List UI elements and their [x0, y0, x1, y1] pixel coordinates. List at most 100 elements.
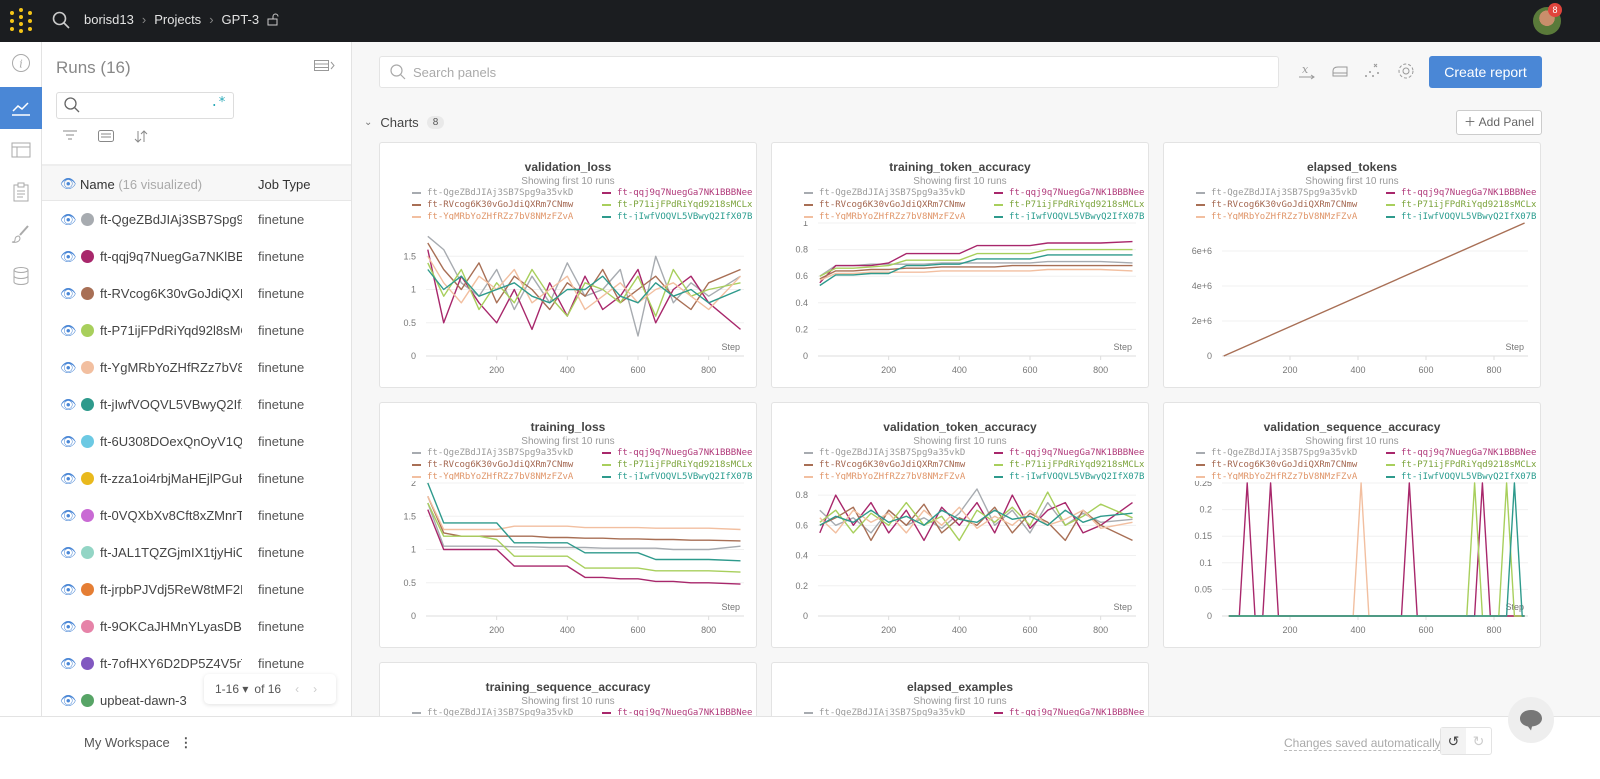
- prev-page-button[interactable]: ‹: [295, 682, 300, 696]
- panel-search-input[interactable]: Search panels: [379, 56, 1279, 88]
- search-icon[interactable]: [52, 11, 70, 29]
- chart-plot[interactable]: 0 0.5 1 1.5 2 200 400 600 800 Step: [380, 481, 756, 641]
- table-icon[interactable]: [0, 129, 42, 171]
- run-row[interactable]: 👁 ft-P71ijFPdRiYqd92l8sMCLxdn finetune: [42, 312, 351, 349]
- run-row[interactable]: 👁 ft-jIwfVOQVL5VBwyQ2IfX07BMq finetune: [42, 386, 351, 423]
- breadcrumb-user[interactable]: borisd13: [84, 12, 134, 27]
- eye-icon[interactable]: 👁: [60, 582, 77, 597]
- run-row[interactable]: 👁 ft-YgMRbYoZHfRZz7bV8NMzFZvA finetune: [42, 349, 351, 386]
- run-row[interactable]: 👁 ft-qqj9q7NuegGa7NKlBBBNeeDk finetune: [42, 238, 351, 275]
- next-page-button[interactable]: ›: [313, 682, 318, 696]
- eye-icon[interactable]: 👁: [60, 176, 77, 191]
- run-name[interactable]: ft-9OKCaJHMnYLyasDBYF: [100, 619, 242, 634]
- name-column-header[interactable]: Name (16 visualized): [80, 177, 203, 192]
- chart-panel[interactable]: validation_sequence_accuracy Showing fir…: [1163, 402, 1541, 648]
- run-color-swatch[interactable]: [81, 583, 94, 596]
- run-row[interactable]: 👁 ft-zza1oi4rbjMaHEjlPGuH finetune: [42, 460, 351, 497]
- run-row[interactable]: 👁 ft-RVcog6K30vGoJdiQXRm7CNmw finetune: [42, 275, 351, 312]
- chart-panel[interactable]: training_loss Showing first 10 runs ft-Q…: [379, 402, 757, 648]
- eye-icon[interactable]: 👁: [60, 508, 77, 523]
- chart-plot[interactable]: 0 0.05 0.1 0.15 0.2 0.25 200 400 600 800 Step: [1164, 481, 1540, 641]
- charts-icon[interactable]: [0, 87, 42, 129]
- sort-icon[interactable]: [134, 130, 148, 143]
- eye-icon[interactable]: 👁: [60, 693, 77, 708]
- run-color-swatch[interactable]: [81, 472, 94, 485]
- run-color-swatch[interactable]: [81, 546, 94, 559]
- eye-icon[interactable]: 👁: [60, 656, 77, 671]
- run-color-swatch[interactable]: [81, 435, 94, 448]
- chart-plot[interactable]: 0 2e+6 4e+6 6e+6 200 400 600 800 Step: [1164, 221, 1540, 381]
- breadcrumb-project[interactable]: GPT-3: [221, 12, 260, 27]
- chart-plot[interactable]: 0 0.2 0.4 0.6 0.8 1 200 400 600 800 Step: [772, 221, 1148, 381]
- run-row[interactable]: 👁 ft-JAL1TQZGjmIX1tjyHiOI finetune: [42, 534, 351, 571]
- chart-panel[interactable]: elapsed_tokens Showing first 10 runs ft-…: [1163, 142, 1541, 388]
- run-color-swatch[interactable]: [81, 361, 94, 374]
- chart-panel[interactable]: training_sequence_accuracy Showing first…: [379, 662, 757, 716]
- run-row[interactable]: 👁 ft-QgeZBdJIAj3SB7Spg9a35vkD finetune: [42, 201, 351, 238]
- expand-table-icon[interactable]: [314, 60, 336, 72]
- run-color-swatch[interactable]: [81, 620, 94, 633]
- lock-open-icon[interactable]: [267, 13, 279, 26]
- wandb-logo-icon[interactable]: [10, 8, 34, 33]
- eye-icon[interactable]: 👁: [60, 323, 77, 338]
- run-name[interactable]: ft-P71ijFPdRiYqd92l8sMCLxdn: [100, 323, 242, 338]
- eye-icon[interactable]: 👁: [60, 286, 77, 301]
- settings-gear-icon[interactable]: [1397, 62, 1415, 80]
- run-name[interactable]: ft-qqj9q7NuegGa7NKlBBBNeeDk: [100, 249, 242, 264]
- brush-icon[interactable]: [0, 213, 42, 255]
- run-row[interactable]: 👁 ft-jrpbPJVdj5ReW8tMF2N finetune: [42, 571, 351, 608]
- run-name[interactable]: ft-YgMRbYoZHfRZz7bV8NMzFZvA: [100, 360, 242, 375]
- run-row[interactable]: 👁 ft-9OKCaJHMnYLyasDBYF finetune: [42, 608, 351, 645]
- outliers-icon[interactable]: [1364, 62, 1382, 78]
- run-row[interactable]: 👁 ft-6U308DOexQnOyV1QN finetune: [42, 423, 351, 460]
- filter-icon[interactable]: [62, 130, 78, 142]
- chart-panel[interactable]: elapsed_examples Showing first 10 runs f…: [771, 662, 1149, 716]
- runs-search-input[interactable]: .*: [56, 92, 234, 119]
- x-axis-icon[interactable]: x: [1298, 64, 1316, 80]
- run-name[interactable]: ft-QgeZBdJIAj3SB7Spg9a35vkD: [100, 212, 242, 227]
- group-icon[interactable]: [98, 130, 114, 142]
- page-size-dropdown[interactable]: 1-16 ▾: [215, 682, 249, 696]
- run-name[interactable]: ft-zza1oi4rbjMaHEjlPGuH: [100, 471, 242, 486]
- eye-icon[interactable]: 👁: [60, 360, 77, 375]
- run-name[interactable]: ft-7ofHXY6D2DP5Z4V5rTv: [100, 656, 242, 671]
- chat-button[interactable]: [1508, 697, 1554, 743]
- run-row[interactable]: 👁 ft-0VQXbXv8Cft8xZMnrTZ finetune: [42, 497, 351, 534]
- eye-icon[interactable]: 👁: [60, 545, 77, 560]
- run-row[interactable]: 👁 ft-7ofHXY6D2DP5Z4V5rTv finetune: [42, 645, 351, 682]
- run-name[interactable]: ft-6U308DOexQnOyV1QN: [100, 434, 242, 449]
- eye-icon[interactable]: 👁: [60, 212, 77, 227]
- run-color-swatch[interactable]: [81, 213, 94, 226]
- save-status[interactable]: Changes saved automatically: [1284, 736, 1441, 751]
- info-icon[interactable]: i: [0, 42, 42, 84]
- run-name[interactable]: ft-jIwfVOQVL5VBwyQ2IfX07BMq: [100, 397, 242, 412]
- eye-icon[interactable]: 👁: [60, 434, 77, 449]
- clipboard-icon[interactable]: [0, 171, 42, 213]
- run-name[interactable]: ft-RVcog6K30vGoJdiQXRm7CNmw: [100, 286, 242, 301]
- run-name[interactable]: upbeat-dawn-3: [100, 693, 187, 708]
- redo-button[interactable]: ↻: [1472, 733, 1485, 749]
- eye-icon[interactable]: 👁: [60, 249, 77, 264]
- run-name[interactable]: ft-0VQXbXv8Cft8xZMnrTZ: [100, 508, 242, 523]
- job-type-column-header[interactable]: Job Type: [258, 177, 311, 192]
- chart-panel[interactable]: validation_loss Showing first 10 runs ft…: [379, 142, 757, 388]
- chart-panel[interactable]: training_token_accuracy Showing first 10…: [771, 142, 1149, 388]
- run-color-swatch[interactable]: [81, 657, 94, 670]
- run-name[interactable]: ft-jrpbPJVdj5ReW8tMF2N: [100, 582, 242, 597]
- breadcrumb-projects[interactable]: Projects: [154, 12, 202, 27]
- add-panel-button[interactable]: ＋ Add Panel: [1456, 110, 1542, 135]
- run-color-swatch[interactable]: [81, 398, 94, 411]
- eye-icon[interactable]: 👁: [60, 471, 77, 486]
- eye-icon[interactable]: 👁: [60, 619, 77, 634]
- run-row[interactable]: 👁 upbeat-dawn-3: [42, 682, 351, 716]
- chart-plot[interactable]: 0 0.2 0.4 0.6 0.8 200 400 600 800 Step: [772, 481, 1148, 641]
- regex-toggle[interactable]: .*: [210, 95, 226, 110]
- run-color-swatch[interactable]: [81, 509, 94, 522]
- chart-panel[interactable]: validation_token_accuracy Showing first …: [771, 402, 1149, 648]
- run-color-swatch[interactable]: [81, 324, 94, 337]
- database-icon[interactable]: [0, 255, 42, 297]
- run-color-swatch[interactable]: [81, 694, 94, 707]
- undo-button[interactable]: ↺: [1441, 728, 1466, 754]
- create-report-button[interactable]: Create report: [1429, 56, 1542, 88]
- workspace-menu[interactable]: My Workspace ⋮: [84, 735, 193, 750]
